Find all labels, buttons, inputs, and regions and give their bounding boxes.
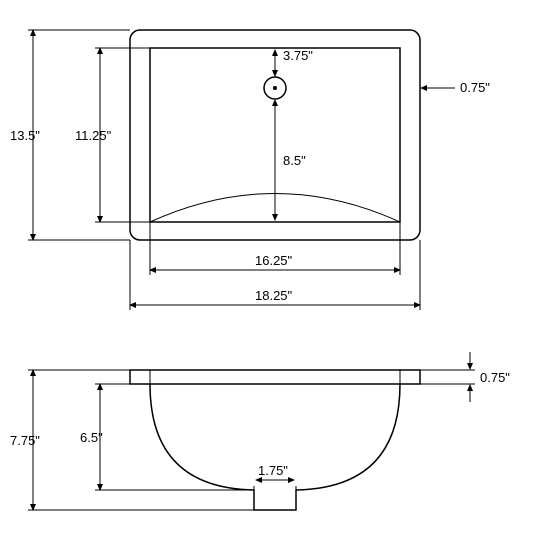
front-view: 7.75" 6.5" 1.75" 0.75" [10, 352, 510, 510]
label-inner-w: 16.25" [255, 253, 293, 268]
label-drain-front: 8.5" [283, 153, 306, 168]
dim-inner-width: 16.25" [150, 222, 400, 275]
top-view: 13.5" 11.25" 3.75" 8.5" 0.75" 16.25" 18.… [10, 30, 490, 310]
dim-inner-height: 11.25" [75, 48, 150, 222]
label-drain-offset: 3.75" [283, 48, 313, 63]
dim-rim: 0.75" [400, 80, 490, 95]
dim-outer-width: 18.25" [130, 240, 420, 310]
label-rim-h: 0.75" [480, 370, 510, 385]
label-drain-open: 1.75" [258, 463, 288, 478]
bowl-profile [150, 384, 400, 510]
dim-front-overall-h: 7.75" [10, 370, 258, 510]
dim-bowl-h: 6.5" [80, 384, 254, 490]
label-bowl-h: 6.5" [80, 430, 103, 445]
label-rim: 0.75" [460, 80, 490, 95]
dim-outer-height: 13.5" [10, 30, 130, 240]
label-outer-w: 18.25" [255, 288, 293, 303]
dim-rim-h: 0.75" [420, 352, 510, 402]
front-rim [130, 370, 420, 384]
dim-drain-to-front: 8.5" [275, 100, 306, 220]
drain-center [273, 86, 277, 90]
dim-drain-opening: 1.75" [256, 463, 294, 480]
sink-dimension-drawing: 13.5" 11.25" 3.75" 8.5" 0.75" 16.25" 18.… [0, 0, 550, 550]
label-front-overall: 7.75" [10, 433, 40, 448]
dim-drain-offset: 3.75" [275, 48, 313, 76]
label-inner-h: 11.25" [75, 128, 112, 143]
label-outer-h: 13.5" [10, 128, 40, 143]
